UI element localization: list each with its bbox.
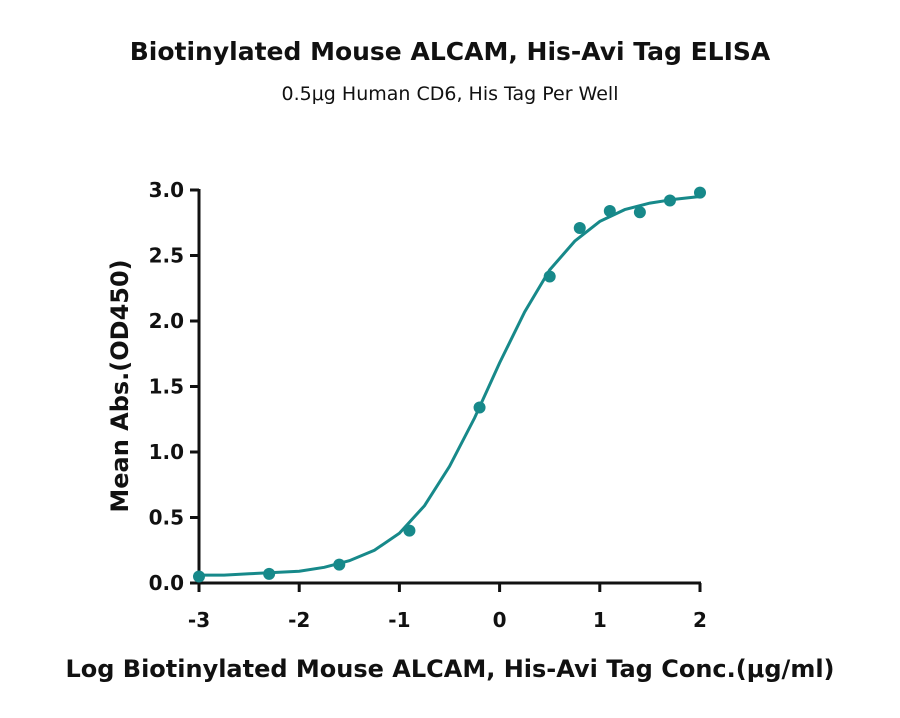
- y-tick-label: 0.5: [149, 506, 184, 530]
- chart-subtitle: 0.5μg Human CD6, His Tag Per Well: [282, 83, 619, 105]
- data-point: [633, 206, 646, 219]
- y-tick-label: 1.0: [149, 440, 184, 464]
- x-tick-label: 1: [593, 608, 607, 632]
- x-tick-label: -2: [288, 608, 310, 632]
- fit-curve: [199, 195, 701, 577]
- y-tick-label: 2.5: [149, 244, 184, 268]
- data-point: [573, 221, 586, 234]
- y-tick-label: 0.0: [149, 571, 184, 595]
- y-axis-label: Mean Abs.(OD450): [106, 259, 134, 512]
- x-tick-label: -3: [188, 608, 210, 632]
- y-tick-label: 3.0: [149, 178, 184, 202]
- y-tick-label: 1.5: [149, 375, 184, 399]
- y-tick-label: 2.0: [149, 309, 184, 333]
- x-axis-label: Log Biotinylated Mouse ALCAM, His-Avi Ta…: [65, 655, 834, 683]
- x-tick-label: -1: [388, 608, 410, 632]
- chart-title: Biotinylated Mouse ALCAM, His-Avi Tag EL…: [130, 37, 771, 66]
- x-tick-label: 0: [493, 608, 507, 632]
- x-tick-label: 2: [693, 608, 707, 632]
